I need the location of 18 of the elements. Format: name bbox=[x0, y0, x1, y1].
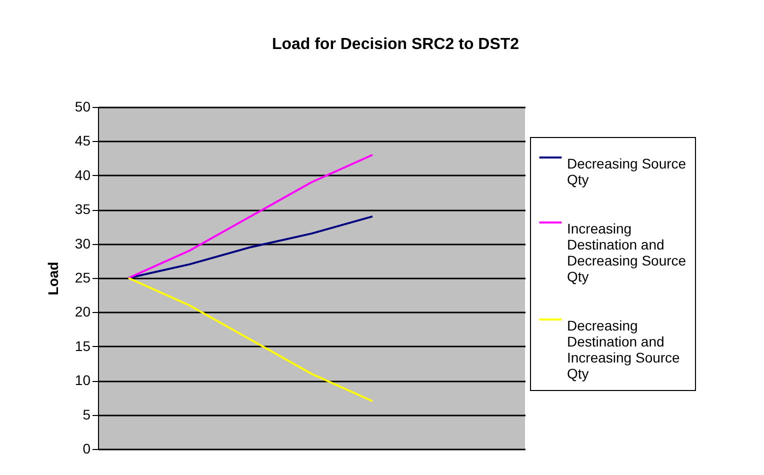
legend-label: Decreasing Source Qty bbox=[567, 156, 686, 188]
y-axis-title: Load bbox=[44, 262, 61, 296]
y-tick-label: 45 bbox=[74, 132, 91, 149]
y-tick-label: 25 bbox=[74, 270, 91, 286]
line-series bbox=[128, 154, 374, 279]
y-tick-label: 30 bbox=[74, 235, 91, 252]
line-series bbox=[128, 277, 374, 402]
y-tick-label: 5 bbox=[82, 406, 91, 422]
y-tick-label: 15 bbox=[74, 338, 91, 354]
y-tick-label: 20 bbox=[74, 304, 91, 320]
y-tick-label: 50 bbox=[74, 98, 91, 114]
y-tick-label: 40 bbox=[74, 166, 91, 183]
legend-label: Increasing Destination and Decreasing Source Qty bbox=[567, 220, 686, 284]
y-tick-label: 35 bbox=[74, 201, 91, 218]
y-tick-label: 0 bbox=[82, 440, 91, 456]
y-tick-label: 10 bbox=[74, 372, 91, 388]
legend-label: Decreasing Destination and Increasing Source Qty bbox=[567, 318, 680, 382]
chart-title: Load for Decision SRC2 to DST2 bbox=[272, 36, 520, 53]
